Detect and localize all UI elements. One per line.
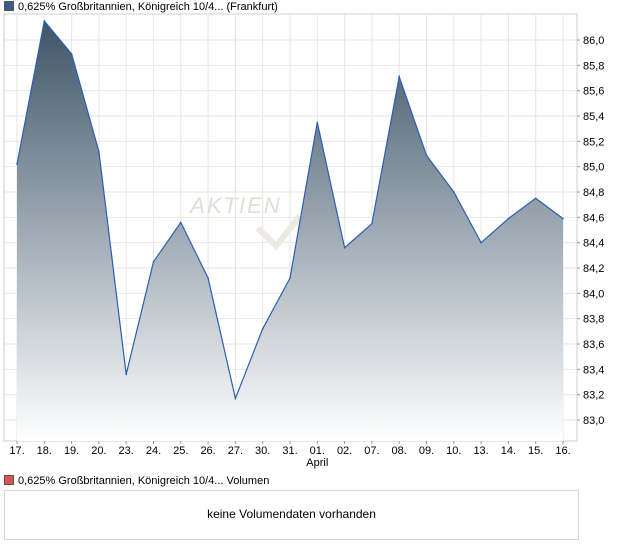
x-tick-label: 01. <box>310 445 325 457</box>
volume-panel: keine Volumendaten vorhanden <box>4 490 579 540</box>
volume-legend-swatch <box>4 475 14 485</box>
price-point <box>207 277 209 279</box>
x-tick-label: 10. <box>446 445 461 457</box>
y-tick-label: 84,8 <box>583 187 604 199</box>
price-point <box>16 163 18 165</box>
price-legend: 0,625% Großbritannien, Königreich 10/4..… <box>4 0 278 14</box>
price-point <box>261 328 264 330</box>
price-point <box>453 191 455 193</box>
price-point <box>289 277 291 279</box>
y-tick-label: 84,0 <box>583 288 604 300</box>
y-tick-label: 85,6 <box>583 86 604 98</box>
x-tick-label: 07. <box>364 445 379 457</box>
x-tick-label: 18. <box>37 445 52 457</box>
price-point <box>70 53 73 55</box>
volume-legend: 0,625% Großbritannien, Königreich 10/4..… <box>4 474 269 488</box>
watermark-check-icon <box>255 214 303 251</box>
price-point <box>480 241 482 244</box>
x-tick-label: 31. <box>282 445 297 457</box>
x-sublabel: April <box>306 457 328 469</box>
x-tick-label: 16. <box>555 445 570 457</box>
price-point <box>562 217 564 220</box>
price-legend-label: 0,625% Großbritannien, Königreich 10/4..… <box>18 1 278 13</box>
watermark-text: AKTIEN <box>188 193 281 218</box>
x-tick-label: 20. <box>91 445 106 457</box>
y-axis-ticks: 83,0 83,2 83,4 83,6 83,8 84,0 84,2 84,4 84,6 84,8… <box>577 35 604 427</box>
y-tick-label: 85,2 <box>583 136 604 148</box>
x-tick-label: 17. <box>9 445 24 457</box>
x-tick-label: 02. <box>337 445 352 457</box>
x-tick-label: 23. <box>119 445 134 457</box>
y-tick-label: 83,0 <box>583 415 604 427</box>
x-axis-ticks: 17. 18. 19. 20. 23. 24. 25. 26. 27. 30. 31. 01. 02. 0… <box>9 441 571 469</box>
x-tick-label: 25. <box>173 445 188 457</box>
price-point <box>43 20 46 22</box>
x-tick-label: 15. <box>528 445 543 457</box>
x-tick-label: 19. <box>64 445 79 457</box>
price-point <box>316 121 319 124</box>
price-point <box>534 197 537 200</box>
x-tick-label: 08. <box>392 445 407 457</box>
x-tick-label: 24. <box>146 445 161 457</box>
y-tick-label: 85,0 <box>583 162 604 174</box>
x-tick-label: 27. <box>228 445 243 457</box>
x-tick-label: 09. <box>419 445 434 457</box>
price-chart: AKTIEN 83,083,283,483,683,884,084,284,48… <box>3 13 604 469</box>
x-tick-label: 26. <box>200 445 215 457</box>
price-point <box>398 75 401 78</box>
y-tick-label: 83,6 <box>583 339 604 351</box>
price-point <box>507 217 510 220</box>
y-tick-label: 83,4 <box>583 364 604 376</box>
y-tick-label: 84,4 <box>583 238 604 250</box>
volume-legend-label: 0,625% Großbritannien, Königreich 10/4..… <box>18 475 270 487</box>
y-tick-label: 85,8 <box>583 60 604 72</box>
y-tick-label: 86,0 <box>583 35 604 47</box>
price-point <box>180 221 182 224</box>
series-group <box>16 19 564 441</box>
x-tick-label: 13. <box>473 445 488 457</box>
price-point <box>152 260 155 263</box>
y-tick-label: 83,8 <box>583 314 604 326</box>
price-point <box>343 246 346 249</box>
x-tick-label: 30. <box>255 445 270 457</box>
price-point <box>125 373 127 376</box>
price-area <box>17 21 563 441</box>
y-tick-label: 84,2 <box>583 263 604 275</box>
y-tick-label: 85,4 <box>583 111 604 123</box>
price-point <box>98 150 100 153</box>
price-point <box>425 154 428 157</box>
volume-empty-message: keine Volumendaten vorhanden <box>207 507 376 521</box>
price-point <box>371 222 373 225</box>
y-tick-label: 84,6 <box>583 212 604 224</box>
y-tick-label: 83,2 <box>583 390 604 402</box>
x-tick-label: 14. <box>501 445 516 457</box>
price-point <box>234 397 237 400</box>
price-legend-swatch <box>4 1 14 11</box>
